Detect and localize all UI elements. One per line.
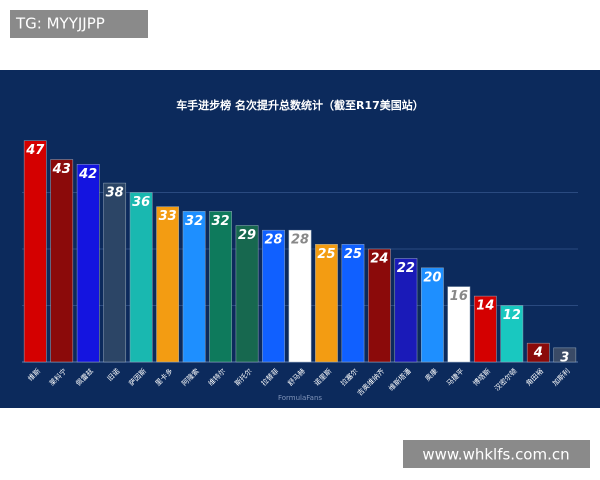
value-label: 29	[238, 228, 256, 243]
value-label: 25	[317, 247, 335, 262]
bar	[288, 229, 312, 363]
value-label: 12	[503, 308, 521, 323]
bar	[129, 192, 153, 363]
bar	[341, 244, 365, 363]
source: FormulaFans	[278, 394, 322, 402]
bar	[553, 347, 577, 363]
value-label: 32	[212, 214, 230, 229]
value-label: 16	[450, 289, 468, 304]
value-label: 32	[185, 214, 203, 229]
value-label: 24	[370, 252, 388, 267]
bar	[182, 211, 206, 363]
bar	[209, 211, 232, 363]
watermark-box	[403, 440, 590, 468]
watermark: www.whklfs.com.cn	[422, 446, 569, 464]
value-label: 14	[476, 299, 494, 314]
value-label: 4	[533, 346, 543, 361]
value-label: 47	[25, 143, 45, 158]
value-label: 33	[159, 209, 177, 224]
bar	[235, 225, 259, 363]
bar	[315, 244, 338, 363]
bar	[473, 295, 497, 363]
watermark-box	[10, 10, 148, 38]
value-label: 38	[106, 186, 124, 201]
bar	[76, 164, 100, 363]
bar	[368, 248, 391, 363]
value-label: 28	[264, 233, 282, 248]
watermark: TG: MYYJJPP	[15, 15, 105, 33]
bar	[103, 182, 127, 363]
value-label: 22	[397, 261, 415, 276]
bar	[50, 159, 74, 363]
bar	[500, 305, 524, 363]
bar	[262, 229, 285, 363]
value-label: 3	[560, 350, 569, 365]
bar	[394, 258, 418, 363]
value-label: 42	[78, 167, 97, 182]
chart-title: 车手进步榜 名次提升总数统计（截至R17美国站）	[176, 98, 424, 112]
value-label: 43	[52, 162, 71, 177]
bar	[447, 286, 471, 363]
value-label: 28	[291, 233, 309, 248]
bar	[421, 267, 444, 363]
bar	[156, 206, 179, 363]
value-label: 36	[132, 195, 150, 210]
bar	[526, 342, 550, 363]
bar	[23, 140, 47, 363]
value-label: 25	[344, 247, 362, 262]
value-label: 20	[423, 270, 441, 285]
